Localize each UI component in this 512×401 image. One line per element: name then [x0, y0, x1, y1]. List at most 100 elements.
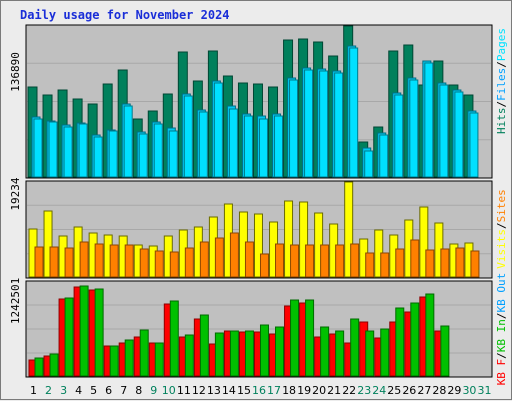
- bar-kb-in-day-21: [335, 330, 345, 377]
- bar-pages-day-13: [213, 82, 223, 178]
- bar-sites-day-17: [275, 243, 285, 278]
- bar-sites-day-7: [124, 244, 134, 278]
- legend-entry: Sites: [495, 189, 508, 222]
- bar-sites-day-16: [259, 253, 269, 278]
- x-tick-day-2: 2: [45, 384, 52, 397]
- bar-sites-day-10: [169, 251, 179, 278]
- bar-pages-day-12: [198, 111, 208, 178]
- bar-pages-day-18: [289, 79, 299, 178]
- x-tick-day-14: 14: [222, 384, 236, 397]
- bar-sites-day-23: [365, 252, 375, 278]
- bar-sites-day-11: [184, 247, 194, 278]
- bar-pages-day-17: [274, 115, 284, 178]
- bar-pages-day-20: [319, 70, 329, 178]
- x-tick-day-25: 25: [387, 384, 401, 397]
- bar-sites-day-6: [109, 244, 119, 278]
- bar-visits-day-2: [43, 210, 53, 278]
- x-tick-day-22: 22: [342, 384, 356, 397]
- legend-entry: Pages: [495, 28, 508, 61]
- x-tick-day-17: 17: [267, 384, 281, 397]
- x-tick-day-26: 26: [402, 384, 416, 397]
- bar-pages-day-22: [349, 47, 359, 178]
- bar-visits-day-22: [344, 181, 354, 278]
- bar-sites-day-25: [395, 248, 405, 278]
- bar-visits-day-16: [253, 213, 263, 278]
- legend-entry: /: [495, 352, 508, 359]
- x-tick-day-4: 4: [75, 384, 82, 397]
- bar-kb-in-day-2: [49, 353, 59, 377]
- bar-kb-in-day-22: [350, 318, 360, 377]
- bar-visits-day-27: [419, 206, 429, 278]
- bar-pages-day-7: [123, 105, 133, 178]
- x-tick-day-30: 30: [462, 384, 476, 397]
- bar-sites-day-19: [305, 244, 315, 278]
- bar-kb-in-day-25: [395, 307, 405, 377]
- bar-pages-day-27: [424, 62, 434, 178]
- x-tick-day-12: 12: [192, 384, 206, 397]
- x-tick-day-21: 21: [327, 384, 341, 397]
- bar-kb-in-day-6: [109, 345, 119, 377]
- bar-pages-day-15: [243, 115, 253, 178]
- bar-kb-in-day-4: [79, 285, 89, 377]
- x-tick-day-29: 29: [447, 384, 461, 397]
- bar-kb-in-day-15: [244, 330, 254, 377]
- bar-kb-in-day-11: [184, 334, 194, 377]
- bar-pages-day-14: [228, 108, 238, 178]
- bar-sites-day-22: [350, 243, 360, 278]
- x-tick-day-19: 19: [297, 384, 311, 397]
- x-tick-day-18: 18: [282, 384, 296, 397]
- legend-entry: Visits: [495, 229, 508, 269]
- bar-kb-in-day-13: [214, 332, 224, 377]
- bar-kb-in-day-7: [124, 339, 134, 377]
- x-tick-day-23: 23: [357, 384, 371, 397]
- bar-kb-in-day-5: [94, 288, 104, 377]
- bar-kb-in-day-26: [410, 302, 420, 377]
- legend-entry: KB In: [495, 319, 508, 352]
- x-tick-day-31: 31: [477, 384, 491, 397]
- x-tick-day-5: 5: [90, 384, 97, 397]
- x-tick-day-13: 13: [207, 384, 221, 397]
- bar-pages-day-2: [48, 121, 58, 178]
- bar-pages-day-24: [379, 134, 389, 178]
- panel-3-legend: KB F/KB In/KB Out: [495, 273, 508, 386]
- bar-kb-in-day-1: [34, 357, 44, 377]
- bar-sites-day-30: [470, 250, 480, 278]
- bar-pages-day-3: [63, 126, 73, 178]
- bar-kb-in-day-24: [380, 328, 390, 377]
- bar-pages-day-21: [334, 72, 344, 178]
- bar-sites-day-29: [455, 247, 465, 278]
- bar-kb-in-day-9: [154, 342, 164, 377]
- legend-entry: /: [495, 312, 508, 319]
- bar-sites-day-20: [320, 244, 330, 278]
- chart-title: Daily usage for November 2024: [20, 8, 230, 22]
- bar-sites-day-4: [79, 241, 89, 278]
- bar-sites-day-1: [34, 246, 44, 278]
- bar-kb-in-day-10: [169, 300, 179, 377]
- bar-kb-in-day-27: [425, 293, 435, 377]
- legend-entry: Hits: [495, 108, 508, 135]
- bar-kb-in-day-14: [229, 330, 239, 377]
- legend-entry: Files: [495, 68, 508, 101]
- bar-pages-day-23: [364, 150, 374, 178]
- panel-2-legend: Visits/Sites: [495, 189, 508, 269]
- bar-pages-day-10: [168, 130, 178, 178]
- bar-sites-day-26: [410, 239, 420, 278]
- x-tick-day-24: 24: [372, 384, 386, 397]
- panel-1-legend: Hits/Files/Pages: [495, 28, 508, 134]
- x-tick-day-10: 10: [162, 384, 176, 397]
- bar-kb-in-day-18: [290, 299, 300, 377]
- panel-3-y-max-label: 1242501: [9, 278, 22, 324]
- bar-sites-day-8: [139, 248, 149, 278]
- bar-kb-in-day-12: [199, 314, 209, 377]
- bar-kb-in-day-19: [305, 299, 315, 377]
- bar-pages-day-6: [108, 130, 118, 178]
- panel-1-y-max-label: 136890: [9, 52, 22, 92]
- bar-sites-day-3: [64, 247, 74, 278]
- bar-pages-day-30: [469, 112, 479, 178]
- bar-sites-day-27: [425, 249, 435, 278]
- bar-sites-day-15: [244, 241, 254, 278]
- bar-sites-day-9: [154, 250, 164, 278]
- x-tick-day-15: 15: [237, 384, 251, 397]
